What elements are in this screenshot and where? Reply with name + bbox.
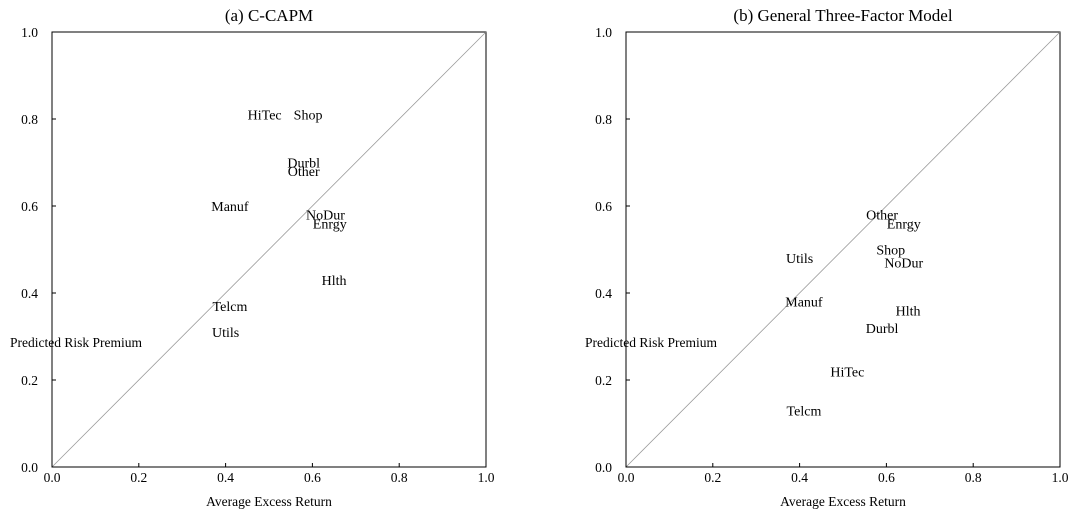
y-axis-label: Predicted Risk Premium xyxy=(10,335,142,350)
y-tick-label: 0.0 xyxy=(21,460,38,475)
x-tick-label: 0.6 xyxy=(304,470,321,485)
y-tick-label: 0.2 xyxy=(21,373,38,388)
y-tick-label: 1.0 xyxy=(595,25,612,40)
y-tick-label: 0.6 xyxy=(21,199,38,214)
x-tick-label: 1.0 xyxy=(1052,470,1069,485)
diagonal-line xyxy=(51,31,487,468)
point-label: Manuf xyxy=(785,296,823,311)
y-tick-label: 0.8 xyxy=(595,112,612,127)
point-label: Shop xyxy=(294,109,323,124)
y-tick-label: 0.8 xyxy=(21,112,38,127)
point-label: Durbl xyxy=(866,322,899,337)
diagonal-line xyxy=(625,31,1061,468)
x-tick-label: 0.8 xyxy=(965,470,982,485)
plot-frame xyxy=(51,31,487,468)
y-axis-label: Predicted Risk Premium xyxy=(585,335,717,350)
x-axis-label: Average Excess Return xyxy=(206,494,332,509)
point-label: Hlth xyxy=(896,304,921,319)
plot-frame xyxy=(625,31,1061,468)
point-label: Utils xyxy=(212,326,239,341)
point-label: Hlth xyxy=(322,274,347,289)
y-tick-label: 1.0 xyxy=(21,25,38,40)
y-tick-label: 0.6 xyxy=(595,199,612,214)
point-label: Telcm xyxy=(213,300,248,315)
point-label: Shop xyxy=(876,244,905,259)
x-tick-label: 1.0 xyxy=(478,470,495,485)
x-tick-label: 0.4 xyxy=(217,470,234,485)
point-label: Enrgy xyxy=(313,217,347,232)
point-label: Durbl xyxy=(287,157,320,172)
point-label: Other xyxy=(288,165,320,180)
point-label: Telcm xyxy=(787,404,822,419)
x-axis-label: Average Excess Return xyxy=(780,494,906,509)
y-tick-label: 0.4 xyxy=(21,286,38,301)
point-label: NoDur xyxy=(306,209,345,224)
point-label: NoDur xyxy=(884,257,923,272)
point-label: Utils xyxy=(786,252,813,267)
y-tick-label: 0.4 xyxy=(595,286,612,301)
x-tick-label: 0.2 xyxy=(704,470,721,485)
y-tick-label: 0.2 xyxy=(595,373,612,388)
x-tick-label: 0.8 xyxy=(391,470,408,485)
chart-panel-2: (b) General Three-Factor Model 0.0 0.2 0.4 0… xyxy=(585,6,1069,509)
chart-title: (a) C-CAPM xyxy=(225,6,313,25)
x-tick-label: 0.2 xyxy=(130,470,147,485)
point-label: HiTec xyxy=(248,109,282,124)
y-tick-label: 0.0 xyxy=(595,460,612,475)
point-label: Enrgy xyxy=(887,217,921,232)
point-label: Manuf xyxy=(211,200,249,215)
x-tick-label: 0.6 xyxy=(878,470,895,485)
chart-panel-1: (a) C-CAPM 0.0 0.2 0.4 0.6 0.8 1.0 0.0 0.2 0.4 0.6… xyxy=(10,6,495,509)
x-tick-label: 0.0 xyxy=(44,470,61,485)
x-tick-label: 0.4 xyxy=(791,470,808,485)
point-label: HiTec xyxy=(830,365,864,380)
x-tick-label: 0.0 xyxy=(618,470,635,485)
chart-title: (b) General Three-Factor Model xyxy=(733,6,952,25)
point-label: Other xyxy=(866,209,898,224)
